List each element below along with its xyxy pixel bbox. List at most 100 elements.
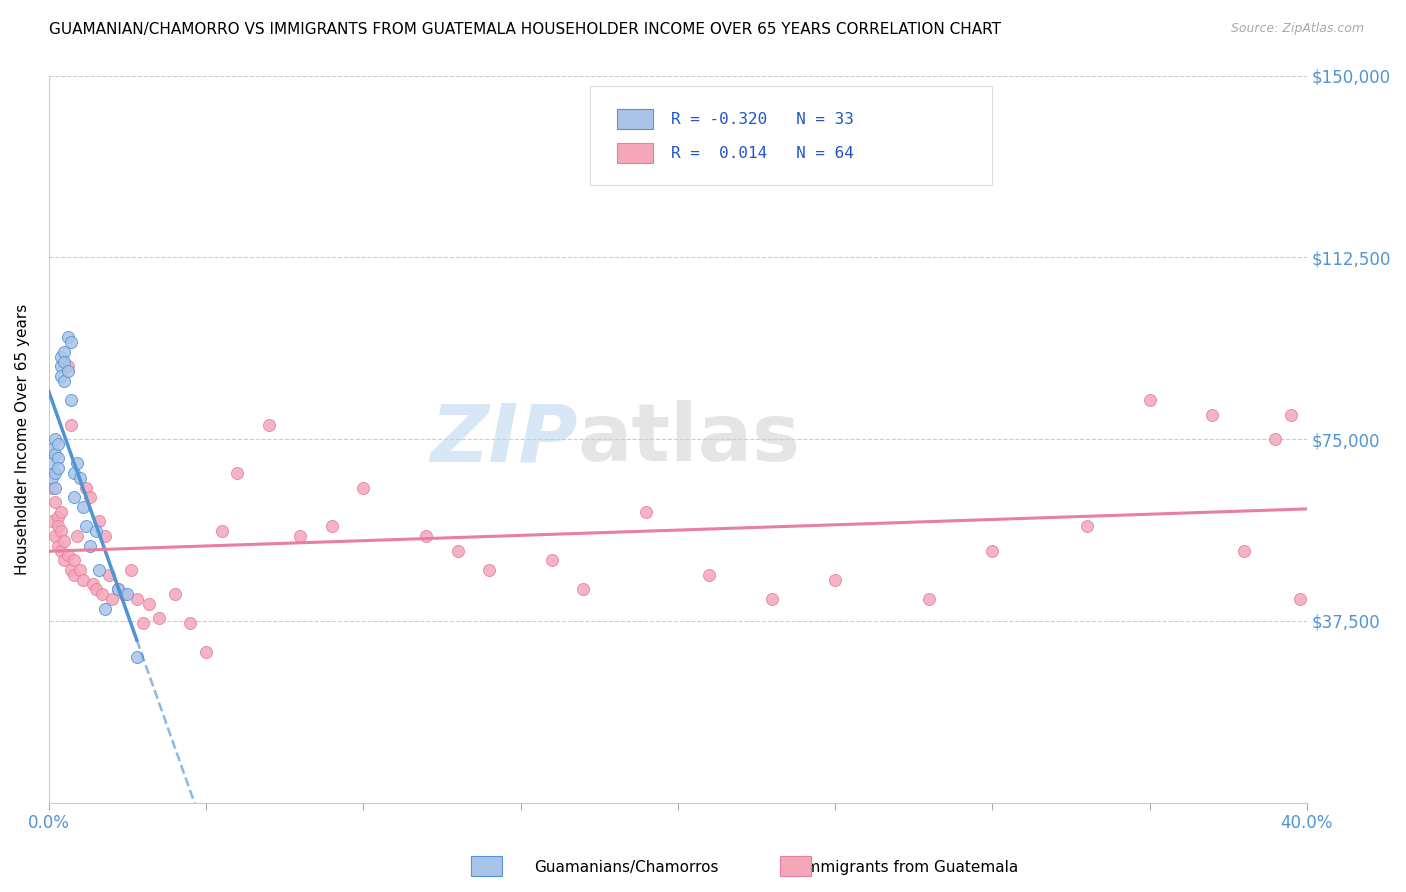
Point (1264, 432, 1286, 446)
Point (44, 447, 66, 461)
Point (53, 374, 76, 388)
Point (918, 592, 941, 607)
Point (572, 582, 595, 597)
Point (226, 466, 249, 480)
Y-axis label: Householder Income Over 65 years: Householder Income Over 65 years (15, 303, 30, 574)
Bar (617, 143, 652, 163)
Point (72, 500, 94, 514)
Point (478, 563, 501, 577)
Point (84, 524, 107, 538)
Point (87, 563, 110, 577)
Point (94, 601, 117, 615)
Point (981, 543, 1004, 558)
Point (72, 573, 94, 587)
Point (82, 577, 104, 591)
Point (69, 471, 91, 485)
Point (66, 529, 89, 543)
Point (63, 466, 86, 480)
Point (84, 582, 107, 597)
Point (76, 481, 98, 495)
Point (125, 592, 148, 607)
Point (97, 567, 120, 582)
Point (44, 529, 66, 543)
Point (87, 515, 110, 529)
Point (1289, 592, 1312, 607)
Point (415, 529, 437, 543)
Text: atlas: atlas (576, 400, 800, 478)
Point (79, 490, 101, 504)
Bar (617, 109, 652, 129)
Point (94, 529, 117, 543)
Text: R = -0.320   N = 33: R = -0.320 N = 33 (672, 112, 855, 127)
Point (56, 549, 79, 563)
Point (120, 563, 142, 577)
Point (56, 359, 79, 374)
Point (824, 573, 846, 587)
Point (59, 417, 82, 432)
Point (107, 582, 129, 597)
Point (541, 553, 564, 567)
Point (195, 645, 218, 659)
Point (91, 587, 114, 601)
Point (46, 509, 69, 524)
Point (79, 539, 101, 553)
Point (44, 481, 66, 495)
Point (125, 650, 148, 665)
Point (63, 553, 86, 567)
Point (46, 519, 69, 533)
Point (100, 592, 122, 607)
Point (51, 369, 73, 384)
Point (352, 481, 374, 495)
Point (163, 587, 186, 601)
Point (59, 335, 82, 350)
Point (51, 505, 73, 519)
Point (41, 456, 63, 470)
Point (107, 582, 129, 597)
Text: ZIP: ZIP (430, 400, 576, 478)
Point (44, 432, 66, 446)
Point (56, 330, 79, 344)
Point (44, 466, 66, 480)
Point (179, 616, 201, 631)
Point (41, 481, 63, 495)
Point (53, 533, 76, 548)
Point (53, 354, 76, 368)
Point (69, 563, 91, 577)
Point (148, 611, 170, 625)
Point (697, 567, 720, 582)
Text: Guamanians/Chamorros: Guamanians/Chamorros (534, 860, 718, 874)
Point (112, 587, 135, 601)
Point (117, 587, 139, 601)
Point (46, 539, 69, 553)
Point (59, 563, 82, 577)
Point (56, 364, 79, 378)
Point (53, 553, 76, 567)
Point (66, 456, 89, 470)
Point (46, 461, 69, 475)
Point (51, 359, 73, 374)
Point (211, 524, 233, 538)
Text: Source: ZipAtlas.com: Source: ZipAtlas.com (1230, 22, 1364, 36)
Point (63, 567, 86, 582)
Point (132, 616, 155, 631)
Point (446, 543, 468, 558)
Point (59, 393, 82, 408)
Point (53, 344, 76, 359)
Point (44, 495, 66, 509)
Text: Immigrants from Guatemala: Immigrants from Guatemala (801, 860, 1019, 874)
Point (1279, 408, 1302, 422)
Point (63, 490, 86, 504)
Point (51, 543, 73, 558)
Point (46, 451, 69, 466)
Point (290, 529, 312, 543)
Point (1076, 519, 1098, 533)
Point (46, 437, 69, 451)
Point (41, 515, 63, 529)
Text: GUAMANIAN/CHAMORRO VS IMMIGRANTS FROM GUATEMALA HOUSEHOLDER INCOME OVER 65 YEARS: GUAMANIAN/CHAMORRO VS IMMIGRANTS FROM GU… (49, 22, 1001, 37)
Point (1233, 543, 1256, 558)
Text: R =  0.014   N = 64: R = 0.014 N = 64 (672, 145, 855, 161)
Point (41, 442, 63, 456)
Point (1201, 408, 1223, 422)
Point (257, 417, 280, 432)
Point (636, 505, 658, 519)
